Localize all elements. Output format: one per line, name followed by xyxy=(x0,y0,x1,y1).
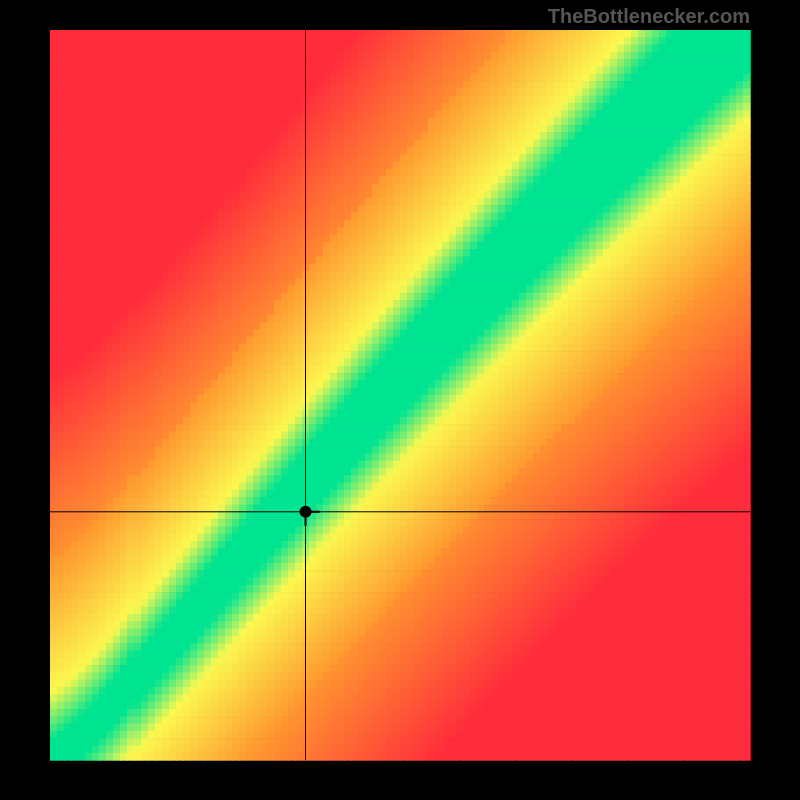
watermark-text: TheBottlenecker.com xyxy=(548,6,750,29)
heatmap-chart xyxy=(0,0,800,800)
chart-canvas xyxy=(0,0,800,800)
